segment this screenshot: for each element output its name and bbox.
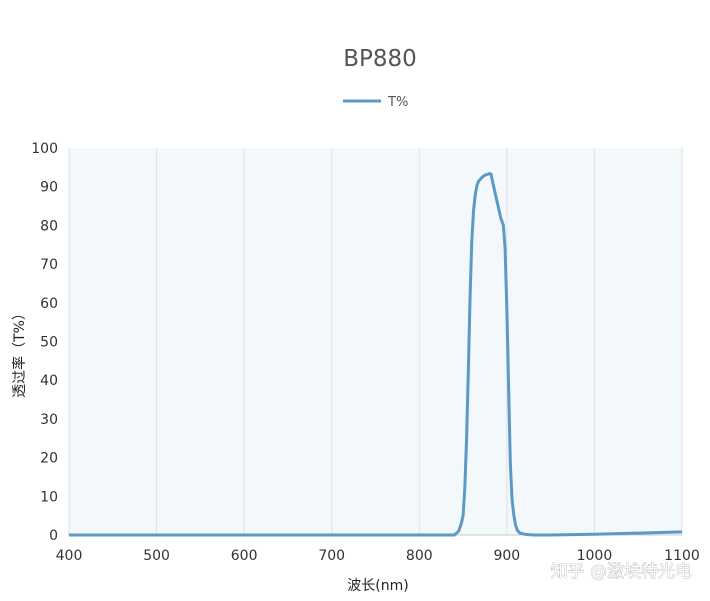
y-tick-label: 50	[40, 335, 58, 351]
x-tick-label: 800	[406, 548, 433, 564]
y-tick-label: 40	[40, 373, 58, 389]
y-tick-label: 30	[40, 412, 58, 428]
y-tick-label: 20	[40, 451, 58, 467]
x-tick-label: 900	[493, 548, 520, 564]
y-tick-label: 70	[40, 257, 58, 273]
x-tick-label: 700	[318, 548, 345, 564]
x-tick-label: 1000	[577, 548, 613, 564]
legend-label: T%	[387, 95, 408, 110]
y-tick-label: 80	[40, 218, 58, 234]
y-axis-title: 透过率（T%）	[11, 306, 28, 398]
x-tick-label: 400	[56, 548, 83, 564]
legend[interactable]: T%	[343, 95, 408, 110]
y-axis-ticks: 0 10 20 30 40 50 60 70 80 90 100	[31, 141, 58, 544]
grid-lines	[68, 148, 683, 535]
x-tick-label: 600	[231, 548, 258, 564]
chart-title: BP880	[343, 46, 417, 72]
y-tick-label: 10	[40, 489, 58, 505]
x-tick-label: 500	[143, 548, 170, 564]
plot-area	[69, 148, 682, 535]
y-tick-label: 100	[31, 141, 58, 157]
series-line-transmittance	[69, 172, 683, 537]
x-axis-ticks: 400 500 600 700 800 900 1000 1100	[56, 548, 700, 564]
x-tick-label: 1100	[664, 548, 700, 564]
y-tick-label: 90	[40, 180, 58, 196]
y-tick-label: 60	[40, 296, 58, 312]
y-tick-label: 0	[49, 528, 58, 544]
x-axis-title: 波长(nm)	[347, 578, 408, 594]
watermark-text: 知乎 @激埃特光电	[551, 562, 692, 582]
